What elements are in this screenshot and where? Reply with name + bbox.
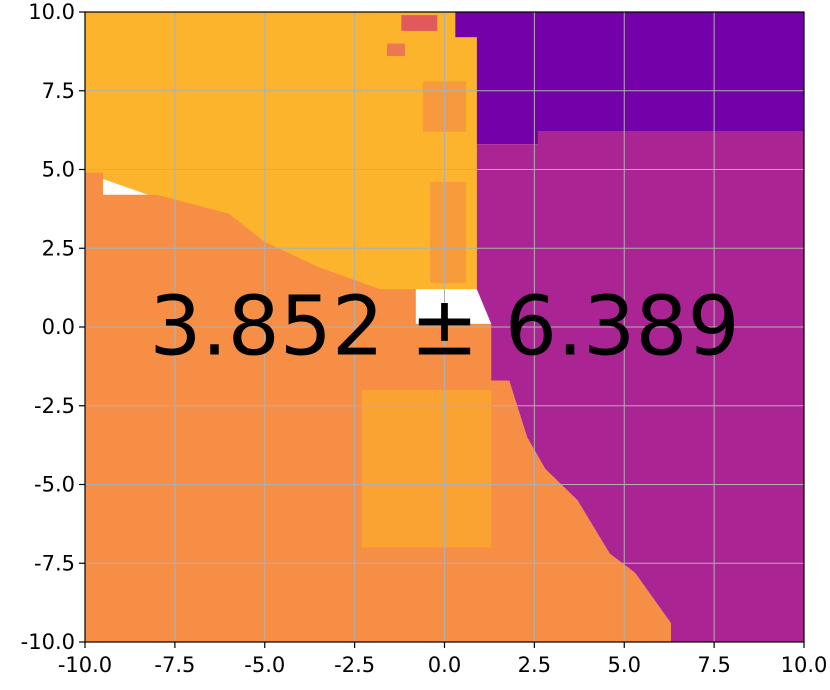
y-tick-label: -5.0 xyxy=(34,473,75,497)
y-tick-label: -7.5 xyxy=(34,551,75,575)
heat-patch xyxy=(361,390,492,548)
heat-patch xyxy=(386,43,405,57)
heat-patch xyxy=(430,182,467,283)
x-tick-label: -5.0 xyxy=(244,653,285,677)
x-tick-label: 2.5 xyxy=(518,653,551,677)
score-annotation: 3.852 ± 6.389 xyxy=(149,280,739,375)
heat-patch xyxy=(401,15,438,31)
y-tick-label: 7.5 xyxy=(42,79,75,103)
x-axis-ticks: -10.0 -7.5 -5.0 -2.5 0.0 2.5 5.0 7.5 10.0 xyxy=(58,642,828,677)
x-tick-label: 5.0 xyxy=(608,653,641,677)
y-axis-ticks: -10.0 -7.5 -5.0 -2.5 0.0 2.5 5.0 7.5 10.0 xyxy=(21,0,85,654)
heatmap-regions xyxy=(85,12,804,642)
x-tick-label: 0.0 xyxy=(428,653,461,677)
y-tick-label: -2.5 xyxy=(34,394,75,418)
y-tick-label: 0.0 xyxy=(42,315,75,339)
x-tick-label: -10.0 xyxy=(58,653,112,677)
y-tick-label: -10.0 xyxy=(21,630,75,654)
y-tick-label: 10.0 xyxy=(28,0,75,24)
y-tick-label: 5.0 xyxy=(42,158,75,182)
x-tick-label: -2.5 xyxy=(334,653,375,677)
region-upper-right xyxy=(455,12,804,145)
y-tick-label: 2.5 xyxy=(42,236,75,260)
x-tick-label: 10.0 xyxy=(781,653,828,677)
x-tick-label: 7.5 xyxy=(697,653,730,677)
region-lower-right xyxy=(476,131,804,642)
x-tick-label: -7.5 xyxy=(154,653,195,677)
